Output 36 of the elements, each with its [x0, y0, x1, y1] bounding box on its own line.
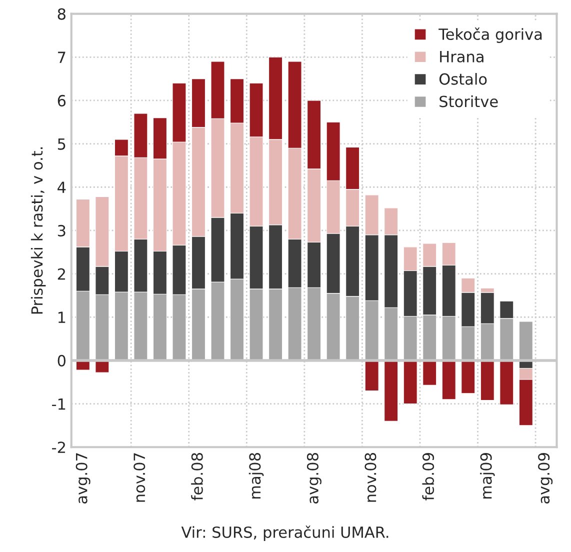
- x-tick-label: feb.08: [191, 453, 203, 500]
- y-tick-label: 6: [58, 94, 66, 106]
- x-tick-label: maj08: [248, 453, 264, 499]
- y-tick-label: -2: [52, 442, 65, 453]
- bar: [364, 360, 379, 392]
- text: Vir: SURS, preračuni UMAR.: [181, 526, 388, 541]
- bar: [95, 360, 110, 373]
- y-tick-label: 2: [58, 268, 65, 280]
- legend-label: Ostalo: [439, 73, 487, 85]
- bar: [461, 360, 476, 394]
- x-tick-label: maj09: [480, 453, 495, 499]
- x-tick-label: feb.09: [422, 453, 434, 500]
- x-tick-label: nov.07: [134, 453, 146, 502]
- legend-label: Storitve: [440, 95, 498, 108]
- x-tick-label: avg.07: [76, 453, 90, 504]
- bar: [480, 360, 494, 401]
- bar: [384, 360, 398, 422]
- y-tick-label: 5: [58, 138, 66, 150]
- bar: [500, 360, 514, 405]
- y-axis-title: Prispevki k rasti, v o.t.: [30, 147, 46, 314]
- bar: [422, 360, 437, 386]
- bar: [518, 321, 533, 361]
- y-tick-label: 1: [58, 312, 66, 323]
- y-tick-label: 3: [58, 224, 66, 236]
- legend-label: Tekoča goriva: [438, 28, 542, 43]
- y-tick-label: 4: [58, 182, 66, 193]
- legend-label: Hrana: [440, 51, 484, 62]
- y-tick-label: -1: [52, 398, 66, 410]
- y-tick-label: 8: [58, 8, 66, 20]
- y-tick-label: 0: [58, 354, 66, 366]
- bar: [442, 360, 456, 400]
- x-tick-label: avg.08: [306, 453, 322, 504]
- x-tick-label: avg.09: [538, 453, 553, 504]
- y-tick-label: 7: [58, 52, 66, 63]
- x-tick-label: nov.08: [364, 453, 376, 502]
- bar: [403, 360, 418, 404]
